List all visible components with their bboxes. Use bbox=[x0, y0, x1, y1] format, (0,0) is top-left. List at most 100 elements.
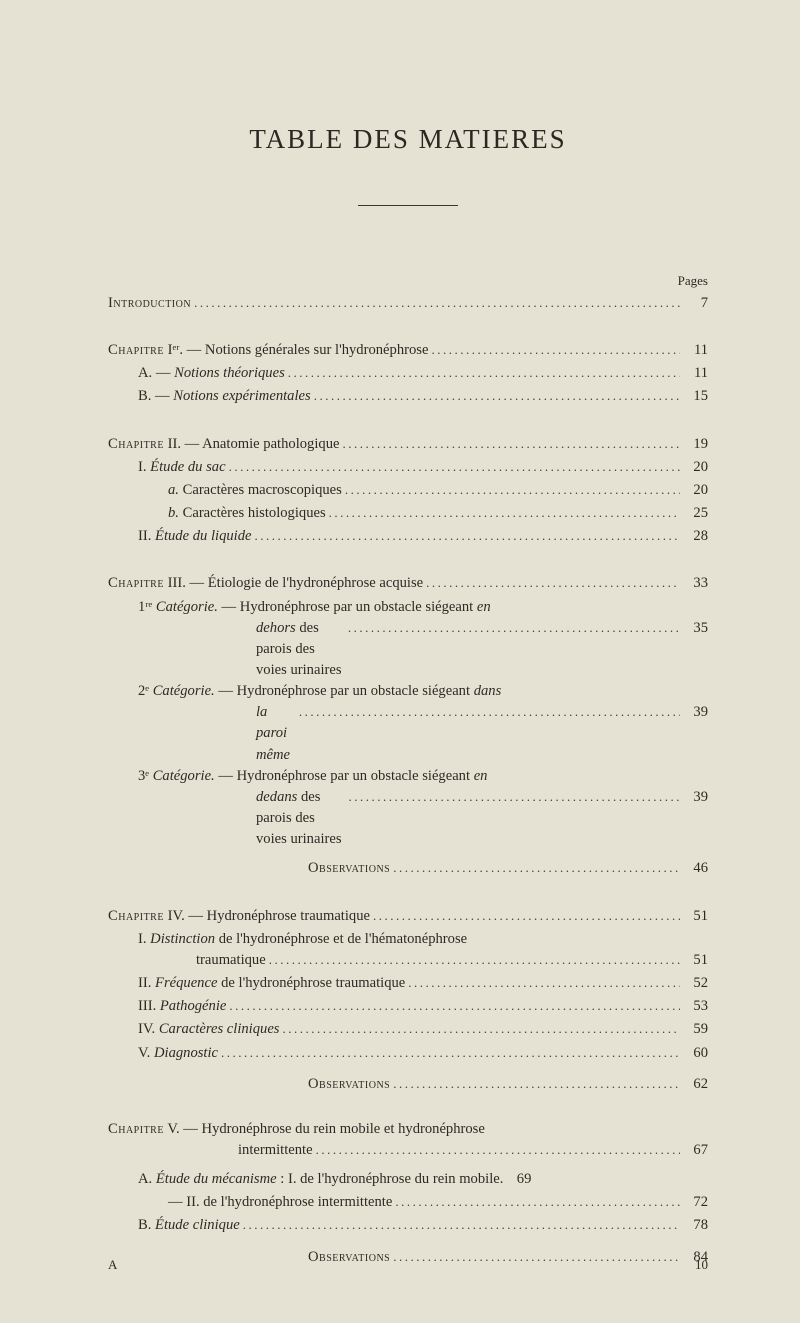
entry-label: — II. de l'hydronéphrose intermittente bbox=[168, 1192, 392, 1213]
footer-page-number: 10 bbox=[695, 1256, 708, 1275]
entry-label-line2: dehors des parois des voies urinaires bbox=[138, 618, 345, 681]
toc-entry: V. Diagnostic 60 bbox=[108, 1043, 708, 1064]
entry-page: 62 bbox=[680, 1074, 708, 1095]
document-page: TABLE DES MATIERES Pages Introduction 7 … bbox=[0, 0, 800, 1323]
leader-dots bbox=[313, 1141, 680, 1160]
leader-dots bbox=[345, 619, 680, 638]
leader-dots bbox=[226, 458, 680, 477]
entry-page: 20 bbox=[680, 457, 708, 478]
entry-page: 39 bbox=[680, 787, 708, 808]
leader-dots bbox=[326, 504, 680, 523]
entry-page: 67 bbox=[680, 1140, 708, 1161]
toc-entry-wrapped: Chapitre V. — Hydronéphrose du rein mobi… bbox=[108, 1119, 708, 1161]
toc-entry-wrapped: 2ᵉ Catégorie. — Hydronéphrose par un obs… bbox=[108, 681, 708, 766]
toc-entry: — II. de l'hydronéphrose intermittente 7… bbox=[108, 1192, 708, 1213]
entry-label-line2: traumatique bbox=[138, 950, 266, 971]
toc-entry: II. Fréquence de l'hydronéphrose traumat… bbox=[108, 973, 708, 994]
toc-entry-wrapped: 1ʳᵉ Catégorie. — Hydronéphrose par un ob… bbox=[108, 597, 708, 682]
entry-label: Observations bbox=[108, 1074, 390, 1095]
leader-dots bbox=[392, 1193, 680, 1212]
leader-dots bbox=[405, 974, 680, 993]
toc-entry: a. Caractères macroscopiques 20 bbox=[108, 480, 708, 501]
toc-entry-wrapped: 3ᵉ Catégorie. — Hydronéphrose par un obs… bbox=[108, 766, 708, 851]
leader-dots bbox=[428, 341, 680, 360]
toc-entry: Chapitre Iᵉʳ. — Notions générales sur l'… bbox=[108, 340, 708, 361]
entry-label: III. Pathogénie bbox=[138, 996, 226, 1017]
toc-entry: B. — Notions expérimentales 15 bbox=[108, 386, 708, 407]
entry-label: b. Caractères histologiques bbox=[168, 503, 326, 524]
toc-entry: I. Étude du sac 20 bbox=[108, 457, 708, 478]
entry-page: 20 bbox=[680, 480, 708, 501]
entry-label: II. Étude du liquide bbox=[138, 526, 252, 547]
leader-dots bbox=[279, 1020, 680, 1039]
leader-dots bbox=[191, 294, 680, 313]
entry-page: 11 bbox=[680, 340, 708, 361]
pages-column-header: Pages bbox=[108, 272, 708, 291]
entry-page: 53 bbox=[680, 996, 708, 1017]
entry-label-line1: 3ᵉ Catégorie. — Hydronéphrose par un obs… bbox=[138, 766, 708, 787]
entry-label-line2: la paroi même bbox=[138, 702, 296, 765]
leader-dots bbox=[226, 997, 680, 1016]
entry-label-line1: I. Distinction de l'hydronéphrose et de … bbox=[138, 929, 708, 950]
leader-dots bbox=[218, 1044, 680, 1063]
entry-label: Observations bbox=[108, 858, 390, 879]
page-title: TABLE DES MATIERES bbox=[108, 120, 708, 159]
entry-label: II. Fréquence de l'hydronéphrose traumat… bbox=[138, 973, 405, 994]
leader-dots bbox=[311, 387, 680, 406]
toc-entry: III. Pathogénie 53 bbox=[108, 996, 708, 1017]
entry-label: Chapitre III. — Étiologie de l'hydronéph… bbox=[108, 573, 423, 594]
leader-dots bbox=[390, 1075, 680, 1094]
leader-dots bbox=[339, 435, 680, 454]
entry-label: Chapitre Iᵉʳ. — Notions générales sur l'… bbox=[108, 340, 428, 361]
leader-dots bbox=[296, 703, 680, 722]
entry-page: 60 bbox=[680, 1043, 708, 1064]
entry-label: a. Caractères macroscopiques bbox=[168, 480, 342, 501]
leader-dots bbox=[252, 527, 681, 546]
entry-page: 52 bbox=[680, 973, 708, 994]
entry-label: Chapitre IV. — Hydronéphrose traumatique bbox=[108, 906, 370, 927]
toc-entry: Chapitre II. — Anatomie pathologique 19 bbox=[108, 434, 708, 455]
entry-page: 19 bbox=[680, 434, 708, 455]
leader-dots bbox=[345, 788, 680, 807]
entry-label-line2: intermittente bbox=[108, 1140, 313, 1161]
entry-page: 72 bbox=[680, 1192, 708, 1213]
entry-label: A. — Notions théoriques bbox=[138, 363, 285, 384]
entry-page: 33 bbox=[680, 573, 708, 594]
entry-label-line1: 1ʳᵉ Catégorie. — Hydronéphrose par un ob… bbox=[138, 597, 708, 618]
entry-label-line1: 2ᵉ Catégorie. — Hydronéphrose par un obs… bbox=[138, 681, 708, 702]
entry-page: 15 bbox=[680, 386, 708, 407]
entry-page: 11 bbox=[680, 363, 708, 384]
entry-page: 7 bbox=[680, 293, 708, 314]
entry-label: V. Diagnostic bbox=[138, 1043, 218, 1064]
toc-entry: A. — Notions théoriques 11 bbox=[108, 363, 708, 384]
toc-entry: II. Étude du liquide 28 bbox=[108, 526, 708, 547]
toc-entry: Introduction 7 bbox=[108, 293, 708, 314]
entry-label-line1: Chapitre V. — Hydronéphrose du rein mobi… bbox=[108, 1119, 708, 1140]
entry-label: B. — Notions expérimentales bbox=[138, 386, 311, 407]
toc-entry-wrapped: I. Distinction de l'hydronéphrose et de … bbox=[108, 929, 708, 971]
leader-dots bbox=[266, 951, 680, 970]
entry-label: Chapitre II. — Anatomie pathologique bbox=[108, 434, 339, 455]
entry-page: 59 bbox=[680, 1019, 708, 1040]
leader-dots bbox=[370, 907, 680, 926]
footer-signature-mark: A bbox=[108, 1256, 117, 1275]
entry-page: 46 bbox=[680, 858, 708, 879]
toc-entry: b. Caractères histologiques 25 bbox=[108, 503, 708, 524]
leader-dots bbox=[285, 364, 680, 383]
entry-label: IV. Caractères cliniques bbox=[138, 1019, 279, 1040]
entry-label: Introduction bbox=[108, 293, 191, 314]
entry-page: 51 bbox=[680, 906, 708, 927]
toc-entry: Chapitre IV. — Hydronéphrose traumatique… bbox=[108, 906, 708, 927]
entry-label-line2: dedans des parois des voies urinaires bbox=[138, 787, 345, 850]
entry-label: A. Étude du mécanisme : I. de l'hydronép… bbox=[138, 1169, 503, 1190]
toc-entry: Chapitre III. — Étiologie de l'hydronéph… bbox=[108, 573, 708, 594]
entry-page: 51 bbox=[680, 950, 708, 971]
toc-entry: A. Étude du mécanisme : I. de l'hydronép… bbox=[108, 1169, 708, 1190]
leader-dots bbox=[390, 859, 680, 878]
leader-dots bbox=[423, 574, 680, 593]
toc-entry: B. Étude clinique 78 bbox=[108, 1215, 708, 1236]
entry-page: 39 bbox=[680, 702, 708, 723]
toc-entry-observations: Observations 46 bbox=[108, 858, 708, 879]
toc-entry-observations: Observations 62 bbox=[108, 1074, 708, 1095]
entry-page: 69 bbox=[503, 1169, 531, 1190]
